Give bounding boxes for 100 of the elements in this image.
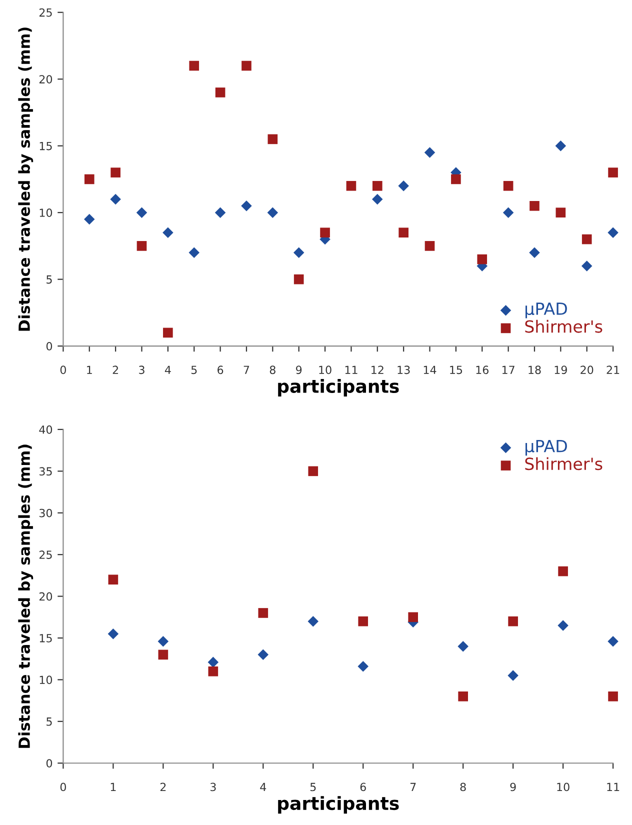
y-tick-label: 35 <box>39 467 52 476</box>
x-tick-label: 3 <box>139 366 144 374</box>
x-tick-label: 8 <box>270 366 276 374</box>
x-tick-label: 7 <box>410 782 416 792</box>
point <box>372 180 382 191</box>
x-tick-label: 14 <box>424 366 436 374</box>
point <box>308 616 319 627</box>
x-tick-label: 18 <box>528 366 541 374</box>
point <box>215 88 226 98</box>
x-tick-label: 21 <box>606 366 620 374</box>
point <box>358 616 368 626</box>
point <box>502 207 514 218</box>
y-tick-label: 40 <box>39 425 52 434</box>
x-tick-label: 19 <box>554 366 567 374</box>
point <box>242 60 252 71</box>
point <box>451 174 461 184</box>
y-axis-title: Distance traveled by samples (mm) <box>18 28 34 331</box>
legend-label: µPAD <box>526 302 567 318</box>
point <box>608 168 618 178</box>
point <box>424 147 436 158</box>
text: µPAD <box>526 440 567 456</box>
point <box>136 207 148 218</box>
x-tick-label: 2 <box>160 782 166 792</box>
point <box>84 214 95 225</box>
x-tick-label: 17 <box>502 366 514 374</box>
point <box>208 656 219 668</box>
x-tick-label: 20 <box>580 366 594 374</box>
x-tick-label: 12 <box>372 366 384 374</box>
point <box>188 247 200 258</box>
text: Shirmer's <box>525 457 602 470</box>
x-axis-title: participants <box>278 796 399 814</box>
point <box>241 200 252 212</box>
point <box>294 274 304 284</box>
point <box>608 691 618 702</box>
point <box>556 208 566 218</box>
point <box>530 200 540 211</box>
x-tick-label: 11 <box>607 782 620 792</box>
point <box>581 260 592 272</box>
point <box>163 328 173 338</box>
point <box>358 660 368 672</box>
point <box>108 628 119 640</box>
y-tick-label: 10 <box>40 676 52 684</box>
x-tick-label: 2 <box>112 366 118 374</box>
x-tick-label: 6 <box>218 366 224 374</box>
legend-label: Shirmer's <box>525 320 602 333</box>
point <box>558 620 568 631</box>
point <box>529 247 540 258</box>
x-tick-label: 4 <box>260 782 266 792</box>
x-tick-label: 6 <box>360 782 366 792</box>
point <box>308 466 318 476</box>
x-tick-label: 4 <box>164 366 171 374</box>
x-tick-label: 8 <box>460 782 466 792</box>
y-tick-label: 15 <box>40 142 52 150</box>
x-tick-label: 9 <box>296 366 302 374</box>
point <box>158 650 168 660</box>
point <box>84 174 94 184</box>
y-tick-label: 25 <box>39 8 52 17</box>
point <box>424 241 435 251</box>
point <box>110 168 120 178</box>
x-tick-label: 16 <box>476 366 488 374</box>
x-tick-label: 11 <box>345 366 358 374</box>
x-tick-label: 0 <box>60 366 66 374</box>
point <box>508 670 518 681</box>
point <box>458 640 468 652</box>
point <box>320 228 330 238</box>
point <box>293 247 304 258</box>
point <box>162 227 174 238</box>
x-tick-label: 5 <box>310 782 316 792</box>
y-tick-label: 30 <box>39 508 52 518</box>
point <box>346 180 356 191</box>
point <box>477 254 488 264</box>
x-tick-label: 7 <box>244 366 250 374</box>
y-tick-label: 5 <box>46 275 52 284</box>
y-tick-label: 10 <box>40 208 52 217</box>
point <box>136 241 147 251</box>
point <box>372 194 383 205</box>
y-tick-label: 20 <box>39 592 52 601</box>
x-axis-title: participants <box>278 379 399 396</box>
point <box>208 666 218 676</box>
point <box>189 60 200 71</box>
point <box>158 636 169 647</box>
y-tick-label: 25 <box>39 550 52 559</box>
point <box>582 234 592 244</box>
x-tick-label: 13 <box>398 366 410 374</box>
point <box>267 207 278 218</box>
x-tick-label: 1 <box>110 782 116 792</box>
point <box>108 574 118 585</box>
point <box>508 616 518 626</box>
y-tick-label: 0 <box>46 342 52 350</box>
x-tick-label: 15 <box>450 366 462 374</box>
point <box>608 227 618 238</box>
point <box>398 180 409 192</box>
point <box>268 134 278 144</box>
x-tick-label: 0 <box>60 782 66 792</box>
y-tick-label: 5 <box>46 718 52 726</box>
x-tick-label: 10 <box>557 782 570 792</box>
y-axis-title: Distance traveled by samples (mm) <box>18 444 34 748</box>
y-tick-label: 0 <box>46 759 52 768</box>
point <box>214 207 226 218</box>
point <box>258 608 268 618</box>
